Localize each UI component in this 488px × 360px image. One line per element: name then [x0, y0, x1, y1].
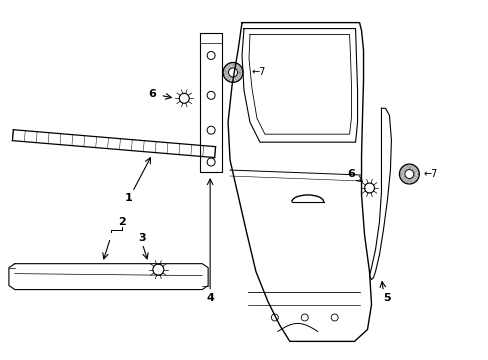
Text: ←7: ←7: [423, 169, 437, 179]
Text: 6: 6: [148, 89, 156, 99]
Text: ←7: ←7: [251, 67, 266, 77]
Text: 6: 6: [347, 169, 355, 179]
Text: 2: 2: [119, 217, 126, 227]
Text: 4: 4: [206, 293, 214, 302]
Text: 5: 5: [383, 293, 390, 302]
Text: 3: 3: [138, 233, 146, 243]
Text: 1: 1: [124, 193, 132, 203]
